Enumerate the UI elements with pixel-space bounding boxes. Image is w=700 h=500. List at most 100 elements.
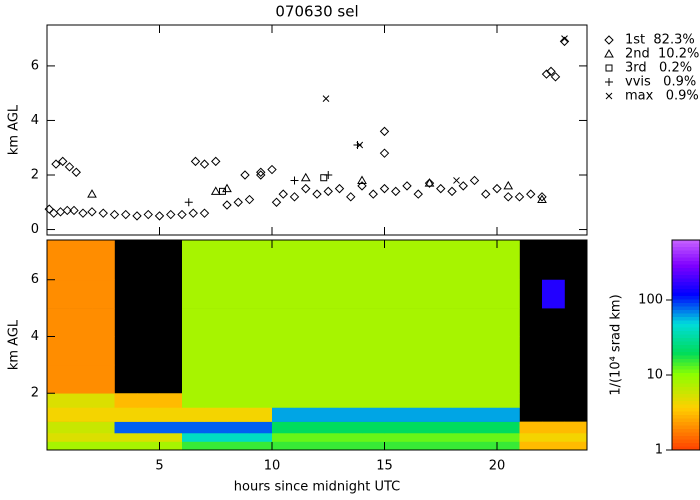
heatmap-cell [339,407,363,422]
heatmap-cell [542,441,565,451]
heatmap-cell [92,432,115,442]
heatmap-cell [227,421,250,434]
marker [334,183,345,194]
marker [154,211,165,221]
heatmap-cell [429,441,453,451]
marker [267,164,277,175]
marker [211,156,221,167]
colorbar-segment [672,422,700,426]
heatmap-cell [429,421,453,434]
heatmap-cell [497,432,520,442]
marker [356,141,364,149]
heatmap-cell [452,393,475,408]
colorbar-segment [672,359,700,363]
colorbar-segment [672,341,700,346]
marker [222,200,232,210]
heatmap-cell [294,279,318,309]
colorbar-segment [672,345,700,349]
heatmap-cell [497,279,520,309]
marker [210,186,221,195]
heatmap-cell [272,432,295,442]
marker [58,156,68,167]
marker [605,64,613,72]
heatmap-cell [69,240,93,281]
marker [233,197,243,207]
marker [605,92,613,100]
heatmap-cell [227,336,250,366]
marker [346,192,356,202]
marker [436,183,446,194]
heatmap-cell [452,308,475,337]
heatmap-cell [272,441,295,451]
heatmap-cell [407,336,430,366]
colorbar-segment [672,404,700,409]
marker [526,189,536,199]
marker [55,207,66,217]
heatmap-cell [137,421,160,434]
colorbar-segment [672,366,700,370]
heatmap-cell [227,393,250,408]
heatmap-cell [159,441,183,451]
heatmap-cell [429,308,453,337]
marker [69,205,79,216]
heatmap-cell [317,407,340,422]
heatmap-cell [497,441,520,451]
heatmap-cell [272,393,295,408]
marker [424,178,435,188]
heatmap-cell [339,432,363,442]
heatmap-cell [474,432,498,442]
marker [290,176,299,185]
heatmap-cell [92,336,115,366]
heatmap-cell [182,432,205,442]
heatmap-cell [272,407,295,422]
marker [368,189,378,199]
marker [71,167,81,177]
legend-label: 3rd 0.2% [625,61,692,76]
marker [559,36,570,47]
heatmap-cell [452,240,475,281]
marker [98,208,108,218]
heatmap-cell [272,240,295,281]
heatmap-cell [384,308,408,337]
heatmap-cell [204,421,228,434]
heatmap-cell [47,308,70,337]
heatmap-cell [429,393,453,408]
colorbar-segment [672,376,700,381]
heatmap-cell [384,279,408,309]
colorbar-segment [672,338,700,342]
marker [503,180,514,190]
marker [256,167,266,177]
x-tick-label: 20 [489,459,506,474]
heatmap-cell [542,421,565,434]
heatmap-cell [294,364,318,394]
heatmap-cell [429,279,453,309]
colorbar-tick-label: 1 [655,443,663,458]
heatmap-cell [249,336,273,366]
heatmap-cell [69,432,93,442]
heatmap-cell [497,393,520,408]
heatmap-cell [429,407,453,422]
marker [561,35,568,42]
heatmap-cell [339,279,363,309]
colorbar-segment [672,285,700,290]
marker [391,186,401,197]
marker [503,192,513,202]
heatmap-cell [407,308,430,337]
heatmap-cell [474,421,498,434]
heatmap-cell [294,441,318,451]
heatmap-cell [204,432,228,442]
heatmap-cell [564,432,588,442]
marker [278,189,288,199]
marker [301,183,311,194]
heatmap-cell [519,441,543,451]
heatmap-cell [114,407,138,422]
heatmap-cell [474,336,498,366]
heatmap-cell [272,336,295,366]
heatmap-cell [564,441,588,451]
marker [379,148,390,158]
colorbar-segment [672,439,700,444]
heatmap-cell [69,364,93,394]
colorbar-segment [672,446,700,451]
heatmap-cell [384,407,408,422]
marker [44,204,54,214]
